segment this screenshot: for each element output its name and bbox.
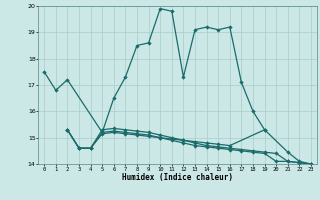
X-axis label: Humidex (Indice chaleur): Humidex (Indice chaleur)	[122, 173, 233, 182]
